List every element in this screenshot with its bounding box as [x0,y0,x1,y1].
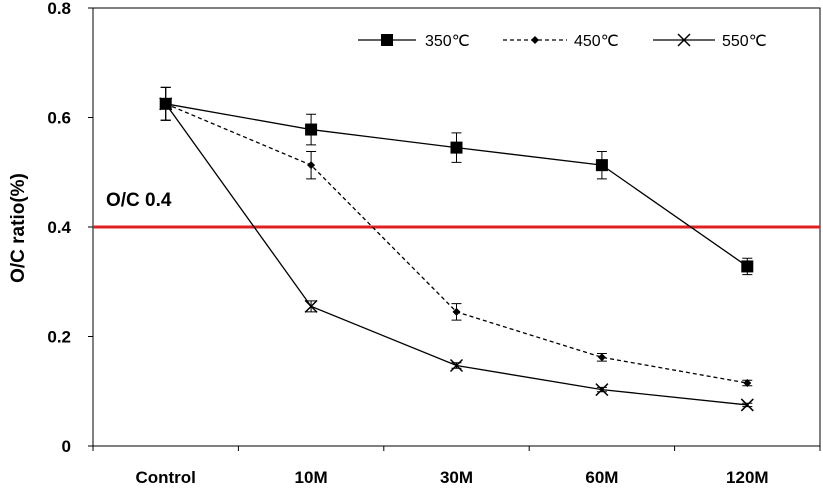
y-tick-label: 0.8 [47,0,71,18]
data-point [304,299,318,313]
y-tick-label: 0.6 [47,109,71,128]
legend-marker [677,33,691,47]
data-point [740,398,754,412]
data-point [452,307,461,316]
data-point [450,141,463,154]
series-line [165,103,748,267]
data-point [305,123,318,136]
y-tick-label: 0.2 [47,328,71,347]
data-point [449,358,464,373]
legend-label: 550℃ [722,33,767,50]
series-1 [159,86,754,276]
x-tick-label: Control [135,468,195,487]
plot-area: 0 0.2 0.4 0.6 0.8 Control 10M 30M 60M 120M O/C 0.4… [47,0,821,487]
legend-label: 450℃ [574,33,619,50]
series-3 [159,86,754,412]
y-tick-label: 0 [62,437,71,456]
data-point [159,97,173,111]
data-point [595,159,608,172]
legend-marker [381,34,393,46]
data-point [307,161,316,170]
legend-item: 450℃ [503,33,619,50]
legend-marker [531,36,539,44]
x-tick-label: 30M [440,468,473,487]
x-tick-label: 60M [585,468,618,487]
data-point [597,353,606,362]
x-tick-label: 120M [726,468,769,487]
data-point [595,383,609,397]
legend: 350℃ 450℃ 550℃ [358,33,767,50]
y-axis-title: O/C ratio(%) [8,173,29,283]
y-tick-label: 0.4 [47,218,71,237]
x-tick-label: 10M [295,468,328,487]
legend-item: 350℃ [358,33,470,50]
data-point [743,379,752,388]
data-point [741,260,754,273]
legend-label: 350℃ [425,33,470,50]
legend-item: 550℃ [653,33,767,50]
reference-line-label: O/C 0.4 [106,190,172,211]
